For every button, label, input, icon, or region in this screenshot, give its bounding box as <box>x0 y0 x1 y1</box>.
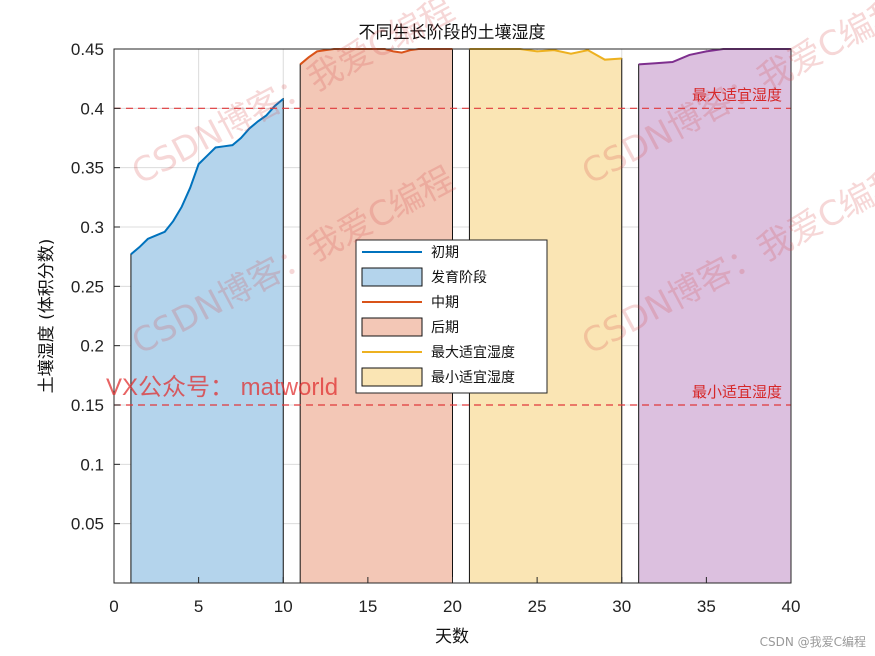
y-tick-label: 0.35 <box>71 159 104 178</box>
y-tick-label: 0.1 <box>80 455 104 474</box>
reference-lines <box>114 107 791 406</box>
legend-label: 发育阶段 <box>431 270 487 286</box>
legend-label: 中期 <box>431 295 459 311</box>
legend-label: 最大适宜湿度 <box>431 345 515 361</box>
legend-label: 后期 <box>431 320 459 336</box>
x-tick-label: 35 <box>697 597 716 616</box>
y-tick-label: 0.15 <box>71 396 104 415</box>
y-tick-label: 0.2 <box>80 337 104 356</box>
legend-patch-swatch <box>361 267 423 287</box>
y-tick-label: 0.3 <box>80 218 104 237</box>
x-tick-label: 20 <box>443 597 462 616</box>
legend-label: 最小适宜湿度 <box>431 370 515 386</box>
legend-patch-swatch <box>361 367 423 387</box>
x-tick-label: 40 <box>782 597 801 616</box>
ref-label-max: 最大适宜湿度 <box>692 86 782 104</box>
y-axis-label: 土壤湿度 (体积分数) <box>36 239 57 394</box>
x-tick-label: 30 <box>612 597 631 616</box>
y-tick-label: 0.4 <box>80 99 104 118</box>
legend-patch-swatch <box>361 317 423 337</box>
x-tick-label: 0 <box>109 597 118 616</box>
y-tick-label: 0.05 <box>71 515 104 534</box>
x-tick-label: 15 <box>358 597 377 616</box>
y-tick-label: 0.45 <box>71 40 104 59</box>
ref-label-min: 最小适宜湿度 <box>692 383 782 401</box>
footer-watermark: CSDN @我爱C编程 <box>760 634 866 649</box>
x-tick-label: 10 <box>274 597 293 616</box>
axis-ticks: 0 5 10 15 20 25 30 35 40 0.05 0.1 0.15 0.2 0.25 0.3 0.3… <box>71 40 801 616</box>
x-tick-label: 25 <box>528 597 547 616</box>
chart-title: 不同生长阶段的土壤湿度 <box>359 22 546 43</box>
x-tick-label: 5 <box>194 597 203 616</box>
stage-curve-1 <box>130 98 284 256</box>
x-axis-label: 天数 <box>435 627 469 647</box>
watermark-vx: VX公众号： matworld <box>106 374 338 401</box>
y-tick-label: 0.25 <box>71 277 104 296</box>
legend-label: 初期 <box>431 244 459 261</box>
